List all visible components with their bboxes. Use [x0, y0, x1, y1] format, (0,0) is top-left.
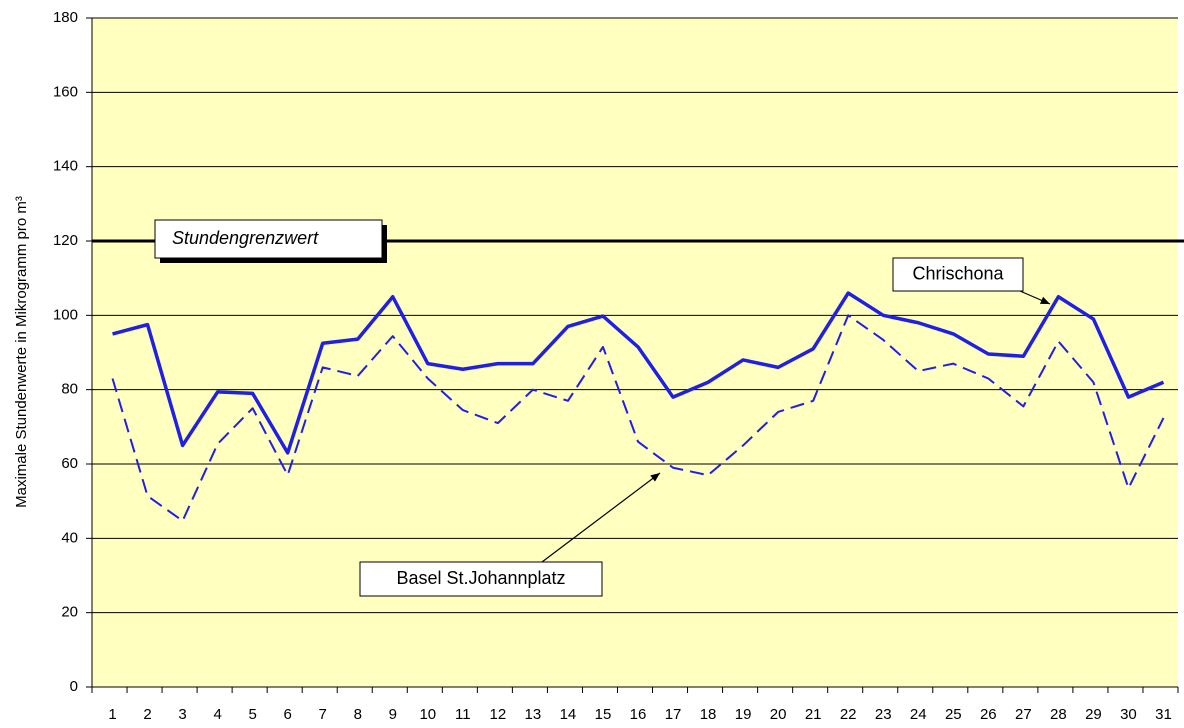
- x-tick-label: 4: [213, 706, 221, 723]
- x-tick-label: 13: [525, 706, 542, 723]
- x-tick-label: 3: [178, 706, 186, 723]
- series-line: [111, 314, 1165, 522]
- plot-area: [92, 18, 1178, 687]
- x-tick-label: 26: [980, 706, 997, 723]
- annotation-box: [359, 561, 603, 597]
- series-label: Basel St.Johannplatz: [396, 568, 565, 588]
- x-tick-label: 10: [419, 706, 436, 723]
- y-tick-label: 140: [53, 158, 78, 175]
- x-tick-label: 31: [1155, 706, 1172, 723]
- x-tick-label: 9: [389, 706, 397, 723]
- y-tick-label: 20: [61, 604, 78, 621]
- y-axis-label: Maximale Stundenwerte in Mikrogramm pro …: [13, 196, 30, 508]
- x-tick-label: 29: [1085, 706, 1102, 723]
- series-line: [112, 291, 1165, 455]
- y-tick-label: 40: [61, 529, 78, 546]
- y-tick-label: 160: [53, 83, 78, 100]
- y-tick-label: 100: [53, 306, 78, 323]
- x-tick-label: 2: [143, 706, 151, 723]
- x-tick-label: 22: [840, 706, 857, 723]
- x-tick-label: 18: [700, 706, 717, 723]
- x-tick-label: 1: [108, 706, 116, 723]
- x-tick-label: 20: [770, 706, 787, 723]
- x-tick-label: 11: [455, 706, 471, 723]
- x-tick-label: 15: [595, 706, 612, 723]
- x-tick-label: 27: [1015, 706, 1032, 723]
- arrow-head: [1040, 296, 1050, 304]
- x-tick-label: 7: [319, 706, 327, 723]
- limit-label: Stundengrenzwert: [172, 228, 319, 248]
- x-tick-label: 28: [1050, 706, 1067, 723]
- x-tick-label: 16: [630, 706, 647, 723]
- y-tick-label: 60: [61, 455, 78, 472]
- label-box: [154, 219, 383, 259]
- x-tick-label: 8: [354, 706, 362, 723]
- y-tick-label: 0: [70, 678, 78, 695]
- series-label: Chrischona: [912, 263, 1004, 283]
- x-tick-label: 14: [560, 706, 577, 723]
- x-tick-label: 5: [248, 706, 256, 723]
- x-tick-label: 30: [1120, 706, 1137, 723]
- x-tick-label: 17: [665, 706, 682, 723]
- x-tick-label: 6: [284, 706, 292, 723]
- x-tick-label: 24: [910, 706, 927, 723]
- x-tick-label: 21: [805, 706, 822, 723]
- annotation-box: [892, 257, 1024, 292]
- x-tick-label: 23: [875, 706, 892, 723]
- y-tick-label: 180: [53, 9, 78, 26]
- annotation-arrow: [541, 472, 661, 563]
- x-tick-label: 12: [490, 706, 507, 723]
- arrow-head: [650, 473, 660, 482]
- y-tick-label: 120: [53, 232, 78, 249]
- x-tick-label: 25: [945, 706, 962, 723]
- y-tick-label: 80: [61, 381, 78, 398]
- x-tick-label: 19: [735, 706, 752, 723]
